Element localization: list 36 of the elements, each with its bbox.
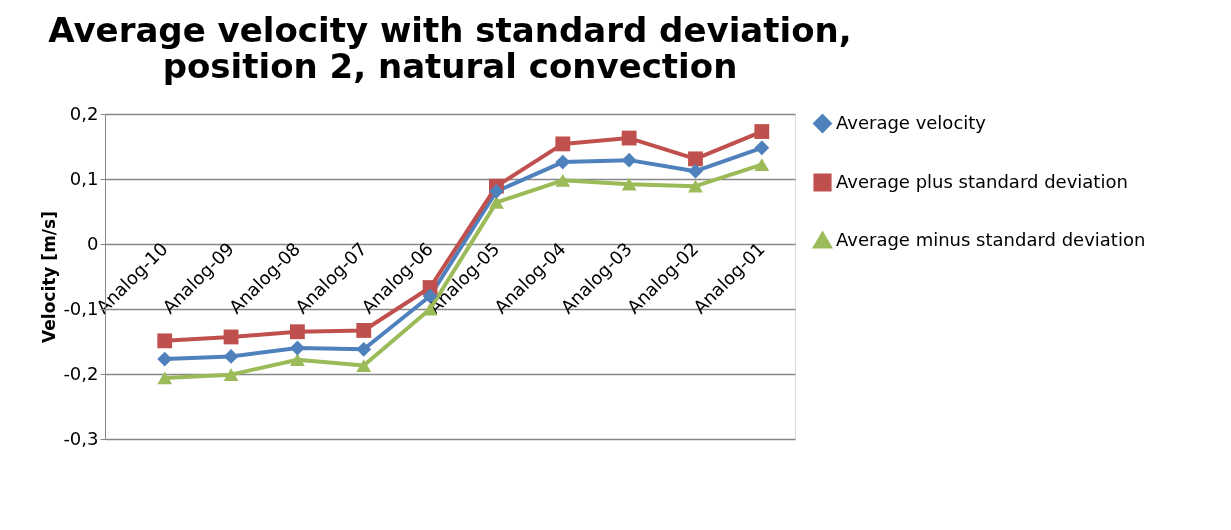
point (555, 173, 571, 187)
point (356, 359, 372, 372)
point (223, 368, 239, 382)
legend-label: Average plus standard deviation (836, 170, 1128, 192)
point (356, 341, 372, 357)
point (688, 163, 703, 179)
point (754, 158, 770, 172)
legend-label: Average velocity (836, 111, 987, 133)
y-tick-label: -0,3 (63, 427, 99, 449)
y-tick-label: 0 (87, 232, 99, 254)
point (289, 324, 305, 340)
point (555, 136, 571, 152)
point (489, 195, 504, 209)
y-tick-label: -0,1 (63, 297, 99, 319)
legend-label: Average minus standard deviation (836, 228, 1146, 250)
point (688, 151, 703, 167)
point (754, 124, 770, 139)
point (621, 177, 637, 191)
point (555, 154, 571, 170)
point (223, 349, 239, 364)
point (621, 130, 637, 146)
point (754, 140, 770, 156)
y-tick-label: 0,1 (69, 167, 99, 189)
point (621, 152, 637, 168)
y-tick-label: 0,2 (69, 102, 99, 124)
point (289, 340, 305, 356)
y-axis-title: Velocity [m/s] (39, 211, 60, 343)
y-tick-label: -0,2 (63, 362, 99, 384)
point (688, 179, 703, 193)
point (157, 371, 173, 385)
point (157, 351, 173, 367)
chart-title: Average velocity with standard deviation, position 2, natural convection (48, 10, 852, 86)
point (489, 183, 504, 199)
point (157, 333, 173, 349)
point (289, 353, 305, 367)
point (356, 323, 372, 338)
